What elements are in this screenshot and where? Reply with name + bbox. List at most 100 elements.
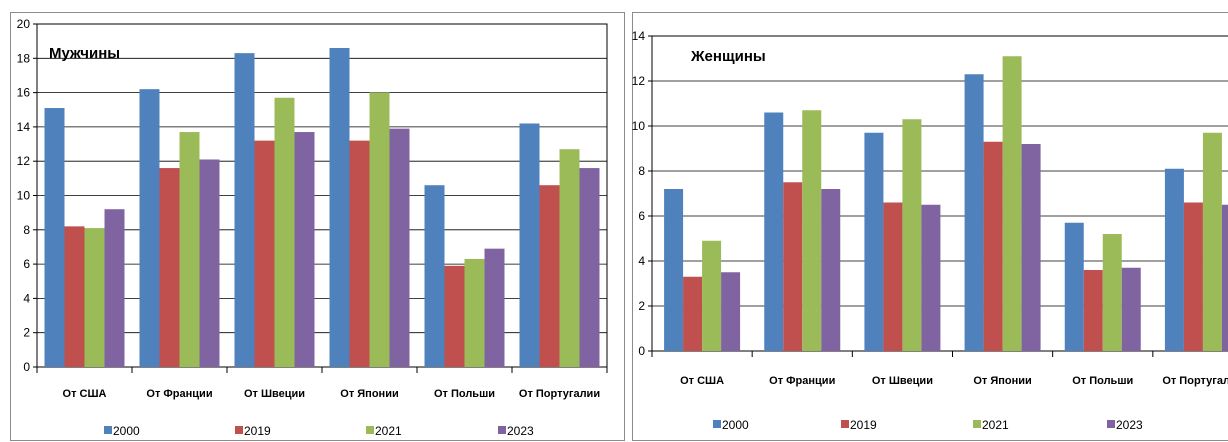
bar-2000-5: [1064, 222, 1084, 351]
category-label: От Японии: [973, 375, 1031, 387]
bar-2023-1: [721, 272, 741, 351]
bar-2023-2: [199, 159, 220, 367]
legend-swatch-2019: [235, 426, 243, 434]
bar-2019-6: [1183, 202, 1203, 351]
bar-2019-5: [444, 265, 465, 367]
category-label: От Польши: [434, 388, 495, 400]
y-tick-label: 4: [638, 254, 645, 268]
bar-2021-4: [1002, 56, 1022, 351]
y-tick-label: 10: [632, 119, 646, 133]
bar-2019-2: [159, 168, 180, 367]
legend-label-2021: 2021: [375, 424, 402, 438]
bar-2021-5: [464, 258, 485, 367]
bar-2023-3: [921, 204, 941, 351]
bar-2023-1: [104, 209, 125, 367]
legend-label-2019: 2019: [850, 418, 877, 432]
y-tick-label: 8: [23, 223, 30, 237]
legend-swatch-2000: [713, 420, 721, 428]
y-tick-label: 4: [23, 291, 30, 305]
y-tick-label: 20: [17, 17, 31, 31]
chart-panel-men: 0 2 4 6 8 10 12 14 16 18 20 От США От Франции От Швец…: [10, 12, 625, 441]
chart-title: Мужчины: [49, 45, 120, 62]
bar-2019-5: [1083, 270, 1103, 351]
y-tick-label: 12: [17, 154, 31, 168]
bar-2021-6: [1202, 132, 1222, 351]
legend-swatch-2021: [366, 426, 374, 434]
y-tick-label: 6: [23, 257, 30, 271]
category-label: От США: [680, 375, 724, 387]
bar-2019-1: [64, 226, 85, 367]
category-label: От Польши: [1072, 375, 1133, 387]
y-tick-label: 14: [632, 29, 646, 43]
y-tick-label: 10: [17, 189, 31, 203]
y-tick-label: 16: [17, 86, 31, 100]
y-tick-label: 8: [638, 164, 645, 178]
bar-2023-4: [1021, 144, 1041, 351]
bar-2000-4: [329, 48, 350, 367]
bar-2000-1: [44, 108, 65, 367]
bar-2023-5: [1121, 267, 1141, 351]
bar-2023-4: [389, 128, 410, 367]
bar-chart-women: 0 2 4 6 8 10 12 14 От США От Франции От Швеции От Я…: [632, 29, 1228, 432]
legend-label-2000: 2000: [722, 418, 749, 432]
y-tick-label: 14: [17, 120, 31, 134]
bar-2000-3: [234, 53, 255, 367]
bar-2023-5: [484, 248, 505, 367]
bar-2023-2: [821, 189, 841, 351]
legend-swatch-2021: [973, 420, 981, 428]
bar-chart-men: 0 2 4 6 8 10 12 14 16 18 20 От США От Франции От Швец…: [17, 17, 608, 438]
bar-2019-3: [254, 140, 275, 367]
bar-2000-6: [519, 123, 540, 367]
y-tick-label: 18: [17, 51, 31, 65]
bar-2000-2: [139, 89, 160, 368]
bar-2000-4: [964, 74, 984, 351]
bar-2000-2: [764, 112, 784, 351]
bar-2023-6: [579, 168, 600, 367]
bar-2000-1: [664, 189, 684, 351]
y-tick-label: 2: [638, 299, 645, 313]
bar-2021-2: [179, 132, 200, 367]
category-label: От США: [63, 388, 107, 400]
bar-2000-5: [424, 185, 445, 367]
category-label: От Японии: [340, 388, 398, 400]
category-label: От Португалии: [519, 388, 600, 400]
bar-2019-3: [883, 202, 903, 351]
bar-2021-1: [702, 240, 722, 351]
bar-2021-1: [84, 228, 105, 367]
y-tick-label: 0: [638, 344, 645, 358]
legend-swatch-2023: [1107, 420, 1115, 428]
legend-label-2019: 2019: [244, 424, 271, 438]
legend-swatch-2000: [104, 426, 112, 434]
bar-2023-6: [1221, 204, 1228, 351]
bar-2019-4: [349, 140, 370, 367]
y-tick-label: 12: [632, 74, 646, 88]
chart-panel-women: 0 2 4 6 8 10 12 14 От США От Франции От Швеции От Я…: [632, 12, 1228, 441]
legend-label-2021: 2021: [982, 418, 1009, 432]
bar-2019-2: [783, 182, 803, 351]
bar-2000-6: [1164, 168, 1184, 351]
bar-2021-3: [274, 97, 295, 368]
legend-label-2023: 2023: [507, 424, 534, 438]
bar-2023-3: [294, 132, 315, 367]
bar-2021-6: [559, 149, 580, 367]
category-label: От Португалии: [1162, 375, 1228, 387]
category-label: От Франции: [146, 388, 212, 400]
bar-2000-3: [864, 132, 884, 351]
y-tick-label: 6: [638, 209, 645, 223]
bar-2019-4: [983, 141, 1003, 351]
bar-2021-3: [902, 119, 922, 351]
bar-2021-2: [802, 110, 822, 351]
legend-label-2000: 2000: [113, 424, 140, 438]
legend-swatch-2019: [841, 420, 849, 428]
bar-2019-1: [683, 276, 703, 351]
category-label: От Франции: [769, 375, 835, 387]
bar-2021-5: [1102, 234, 1122, 351]
category-label: От Швеции: [872, 375, 933, 387]
chart-title: Женщины: [690, 48, 766, 65]
bar-2021-4: [369, 92, 390, 367]
legend-label-2023: 2023: [1116, 418, 1143, 432]
y-tick-label: 2: [23, 326, 30, 340]
bar-2019-6: [539, 185, 560, 367]
category-label: От Швеции: [244, 388, 305, 400]
legend-swatch-2023: [498, 426, 506, 434]
